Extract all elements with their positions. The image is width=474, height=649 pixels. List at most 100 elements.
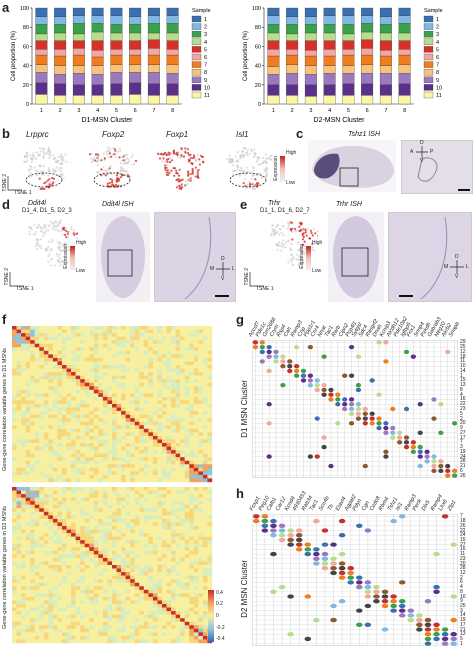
heatmap-cell: [80, 550, 85, 555]
heatmap-cell: [98, 632, 104, 637]
bar-cluster-1-sample-3: [267, 24, 280, 34]
heatmap-cell: [25, 529, 31, 534]
heatmap-cell: [171, 372, 176, 376]
heatmap-cell: [130, 586, 135, 591]
heatmap-cell: [21, 575, 26, 580]
heatmap-cell: [66, 618, 72, 622]
heatmap-cell: [152, 518, 158, 523]
heatmap-cell: [139, 411, 145, 415]
heatmap-cell: [121, 515, 126, 520]
heatmap-cell: [198, 533, 204, 537]
heatmap-cell: [143, 614, 149, 619]
heatmap-cell: [202, 607, 208, 612]
heatmap-cell: [157, 439, 163, 444]
heatmap-cell: [89, 393, 95, 398]
heatmap-cell: [148, 329, 154, 334]
heatmap-cell: [98, 368, 104, 373]
heatmap-cell: [116, 575, 122, 580]
legend-label-2: 2: [204, 25, 207, 31]
bar-cluster-2-sample-6: [54, 49, 67, 57]
tsne-point: [102, 152, 105, 155]
heatmap-cell: [162, 372, 167, 376]
heatmap-cell: [52, 529, 58, 534]
heatmap-cell: [107, 593, 113, 598]
heatmap-cell: [34, 611, 40, 615]
heatmap-cell: [139, 526, 145, 530]
tsne-point: [301, 259, 305, 262]
heatmap-cell: [202, 340, 208, 344]
heatmap-cell: [48, 536, 54, 541]
tsne-point: [61, 233, 64, 236]
tsne-point: [106, 146, 110, 149]
heatmap-cell: [143, 497, 149, 502]
heatmap-cell: [134, 386, 140, 391]
heatmap-cell: [34, 386, 40, 391]
heatmap-cell: [189, 515, 195, 520]
heatmap-cell: [134, 407, 140, 412]
heatmap-cell: [12, 596, 17, 601]
tsne-point: [59, 169, 62, 173]
heatmap-cell: [139, 621, 145, 626]
tsne-point: [60, 153, 63, 156]
heatmap-cell: [152, 414, 158, 419]
heatmap-cell: [180, 386, 185, 391]
heatmap-cell: [75, 382, 81, 387]
heatmap-cell: [125, 579, 131, 583]
heatmap-cell: [62, 439, 67, 444]
tsne-point: [265, 174, 268, 177]
heatmap-cell: [52, 439, 58, 444]
heatmap-cell: [139, 550, 145, 555]
heatmap-cell: [21, 518, 26, 523]
heatmap-cell: [102, 504, 108, 509]
heatmap-cell: [66, 432, 72, 437]
heatmap-cell: [134, 467, 140, 472]
heatmap-cell: [16, 418, 22, 422]
heatmap-cell: [189, 343, 195, 348]
heatmap-cell: [193, 614, 199, 619]
heatmap-cell: [80, 589, 85, 594]
heatmap-cell: [84, 501, 90, 505]
heatmap-cell: [48, 607, 54, 612]
heatmap-cell: [12, 357, 17, 362]
heatmap-cell: [12, 547, 17, 552]
heatmap-cell: [102, 557, 108, 562]
heatmap-cell: [112, 460, 117, 465]
heatmap-cell: [75, 333, 81, 337]
heatmap-cell: [143, 536, 149, 541]
heatmap-cell: [52, 589, 58, 594]
heatmap-cell: [175, 596, 181, 601]
heatmap-cell: [139, 568, 145, 573]
heatmap-cell: [34, 418, 40, 422]
tsne1-label-e: TSNE 1: [256, 286, 274, 292]
bar-cluster-3-sample-6: [72, 48, 85, 56]
heatmap-cell: [198, 596, 204, 601]
heatmap-cell: [202, 518, 208, 523]
heatmap-cell: [148, 600, 154, 605]
heatmap-cell: [93, 529, 99, 534]
heatmap-cell: [166, 490, 172, 495]
heatmap-cell: [112, 621, 117, 626]
heatmap-cell: [116, 474, 122, 479]
heatmap-cell: [202, 593, 208, 598]
heatmap-cell: [98, 354, 104, 359]
heatmap-cell: [12, 435, 17, 440]
heatmap-cell: [121, 600, 126, 605]
heatmap-cell: [207, 443, 213, 447]
heatmap-cell: [34, 614, 40, 619]
heatmap-cell: [202, 621, 208, 626]
heatmap-cell: [116, 389, 122, 394]
heatmap-cell: [93, 522, 99, 527]
bar-cluster-8-sample-5: [166, 40, 179, 50]
heatmap-cell: [189, 550, 195, 555]
heatmap-cell: [75, 550, 81, 555]
bar-cluster-5-sample-6: [342, 49, 355, 56]
heatmap-cell: [43, 635, 49, 640]
heatmap-cell: [148, 635, 154, 640]
heatmap-cell: [198, 471, 204, 476]
heatmap-cell: [102, 453, 108, 458]
heatmap-cell: [66, 572, 72, 576]
heatmap-cell: [180, 457, 185, 461]
heatmap-cell: [16, 404, 22, 408]
tsne-point: [280, 242, 284, 245]
heatmap-cell: [139, 533, 145, 537]
